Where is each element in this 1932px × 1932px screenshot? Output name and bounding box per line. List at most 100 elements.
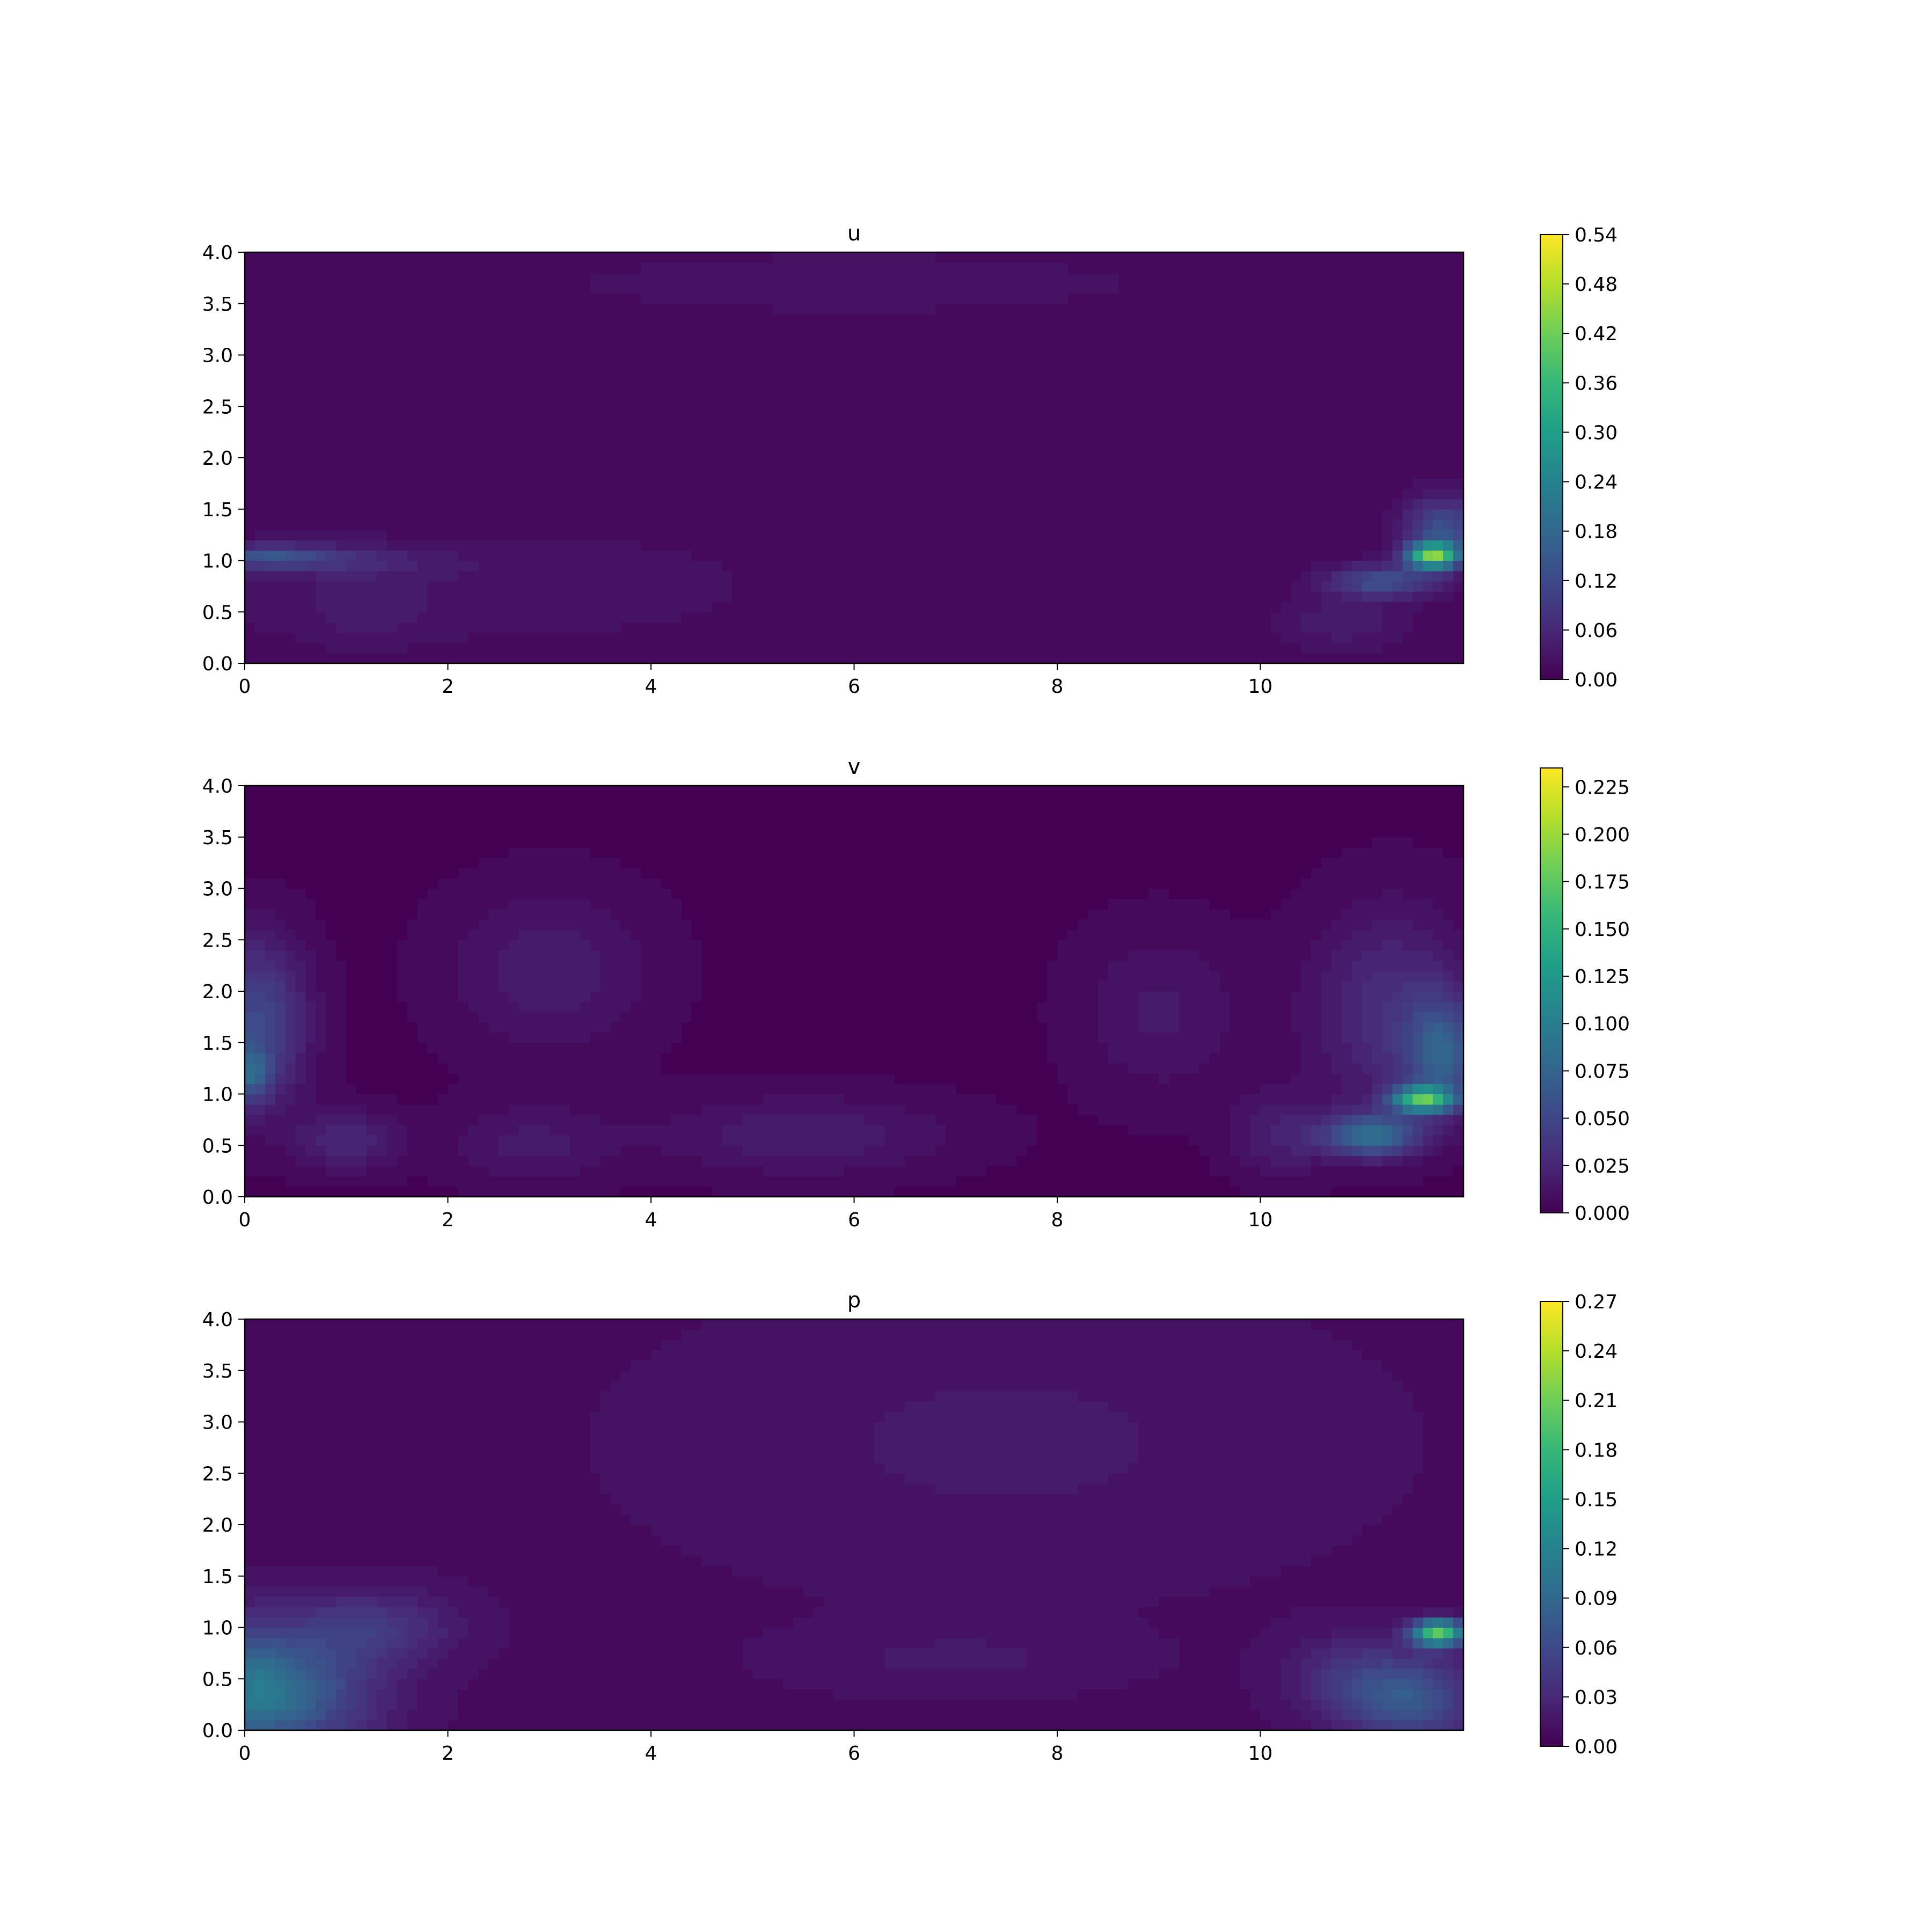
field-cell <box>742 324 753 335</box>
field-cell <box>1189 345 1200 356</box>
field-cell <box>397 632 408 643</box>
field-cell <box>326 313 336 325</box>
field-cell <box>641 427 652 438</box>
field-cell <box>833 447 845 458</box>
field-cell <box>833 570 845 582</box>
field-cell <box>803 458 814 469</box>
field-cell <box>265 252 276 263</box>
field-cell <box>813 642 824 654</box>
field-cell <box>1138 437 1149 448</box>
field-cell <box>336 293 347 304</box>
field-cell <box>549 499 560 510</box>
field-cell <box>1423 581 1433 592</box>
field-cell <box>854 365 865 376</box>
field-cell <box>407 334 418 345</box>
field-cell <box>254 509 266 520</box>
field-cell <box>1067 581 1078 592</box>
field-cell <box>1016 519 1027 530</box>
field-cell <box>1260 273 1271 284</box>
field-cell <box>783 602 794 612</box>
field-cell <box>377 1176 387 1187</box>
field-cell <box>1362 375 1373 386</box>
field-cell <box>1108 530 1119 540</box>
field-cell <box>590 468 601 479</box>
field-cell <box>1189 458 1200 469</box>
field-cell <box>590 355 601 366</box>
field-cell <box>935 406 946 417</box>
field-cell <box>305 519 317 530</box>
field-cell <box>1199 560 1210 572</box>
field-cell <box>478 375 489 386</box>
field-cell <box>1443 540 1454 551</box>
field-cell <box>295 612 306 623</box>
field-cell <box>783 622 794 633</box>
field-cell <box>1016 375 1027 386</box>
field-cell <box>1362 273 1373 284</box>
field-cell <box>1199 447 1210 458</box>
field-cell <box>833 303 845 314</box>
field-cell <box>1351 303 1363 314</box>
field-cell <box>610 581 621 592</box>
field-cell <box>1108 375 1119 386</box>
field-cell <box>1108 468 1119 479</box>
field-cell <box>509 632 519 643</box>
field-cell <box>417 540 428 551</box>
field-cell <box>305 530 317 540</box>
field-cell <box>1057 530 1068 540</box>
field-cell <box>265 427 276 438</box>
field-cell <box>1148 355 1159 366</box>
field-cell <box>823 334 835 345</box>
field-cell <box>285 1176 296 1187</box>
field-cell <box>1138 478 1149 489</box>
field-cell <box>1311 437 1322 448</box>
field-cell <box>448 570 459 582</box>
field-cell <box>955 530 967 540</box>
field-cell <box>367 458 377 469</box>
field-cell <box>1138 468 1149 479</box>
field-cell <box>864 488 875 500</box>
field-cell <box>539 499 550 510</box>
field-cell <box>1219 622 1231 633</box>
field-cell <box>1240 416 1251 428</box>
field-cell <box>1433 345 1444 356</box>
field-cell <box>1443 550 1454 561</box>
field-cell <box>499 550 509 561</box>
field-cell <box>935 458 946 469</box>
field-cell <box>295 1176 306 1187</box>
field-cell <box>1270 273 1281 284</box>
field-cell <box>884 550 895 561</box>
field-cell <box>326 303 336 314</box>
field-cell <box>448 530 459 540</box>
field-cell <box>1331 324 1342 335</box>
field-cell <box>569 612 581 623</box>
field-cell <box>1331 334 1342 345</box>
field-cell <box>559 488 570 500</box>
field-cell <box>671 591 682 602</box>
field-cell <box>701 273 713 284</box>
field-cell <box>732 416 743 428</box>
field-cell <box>915 303 926 314</box>
field-cell <box>1108 385 1119 397</box>
field-cell <box>1240 550 1251 561</box>
field-cell <box>935 375 946 386</box>
field-cell <box>1270 622 1281 633</box>
field-cell <box>935 355 946 366</box>
field-cell <box>539 540 550 551</box>
field-cell <box>1301 262 1312 273</box>
field-cell <box>752 406 763 417</box>
field-cell <box>569 591 581 602</box>
field-cell <box>803 509 814 520</box>
field-cell <box>1291 458 1301 469</box>
field-cell <box>1321 530 1332 540</box>
field-cell <box>1037 283 1048 294</box>
field-cell <box>1027 375 1037 386</box>
field-cell <box>1230 488 1241 500</box>
field-cell <box>661 447 672 458</box>
field-cell <box>499 581 509 592</box>
field-cell <box>316 653 326 664</box>
field-cell <box>803 252 814 263</box>
field-cell <box>254 560 266 572</box>
field-cell <box>803 283 814 294</box>
field-cell <box>1382 612 1393 623</box>
field-cell <box>386 478 398 489</box>
